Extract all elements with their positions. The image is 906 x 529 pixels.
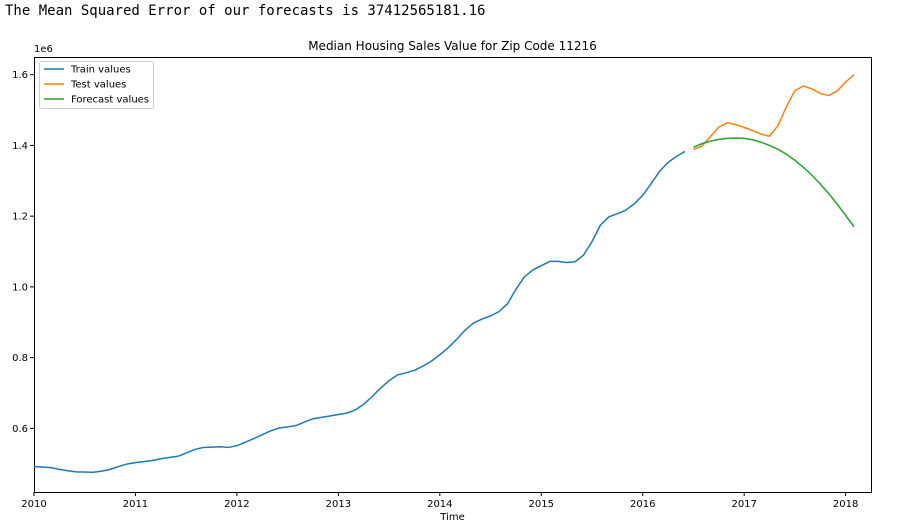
y-tick-label: 0.6 xyxy=(12,424,28,435)
x-tick-label: 2016 xyxy=(630,499,655,510)
legend-entry: Test values xyxy=(70,80,126,91)
series-line-test-values xyxy=(693,74,855,151)
plot-frame xyxy=(34,57,872,493)
x-tick-label: 2014 xyxy=(427,499,452,510)
x-axis-label: Time xyxy=(439,512,464,523)
series-line-forecast-values xyxy=(693,137,855,228)
x-tick-label: 2012 xyxy=(224,499,249,510)
series-layer xyxy=(33,74,855,473)
mse-output-text: The Mean Squared Error of our forecasts … xyxy=(5,3,486,19)
chart-title: Median Housing Sales Value for Zip Code … xyxy=(308,39,597,53)
legend-entry: Train values xyxy=(70,65,131,76)
y-tick-label: 0.8 xyxy=(12,353,28,364)
x-tick-label: 2011 xyxy=(123,499,148,510)
y-tick-label: 1.6 xyxy=(12,70,28,81)
y-tick-label: 1.0 xyxy=(12,282,28,293)
x-axis: 2010 2011 2012 2013 2014 2015 2016 2017 2018 xyxy=(21,492,858,510)
x-tick-label: 2013 xyxy=(326,499,351,510)
y-axis: 0.6 0.8 1.0 1.2 1.4 1.6 xyxy=(12,70,34,435)
y-tick-label: 1.2 xyxy=(12,212,28,223)
x-tick-label: 2018 xyxy=(833,499,858,510)
y-tick-label: 1.4 xyxy=(12,141,28,152)
legend-box xyxy=(39,61,154,109)
x-tick-label: 2017 xyxy=(731,499,756,510)
y-offset-label: 1e6 xyxy=(34,44,53,55)
series-line-train-values xyxy=(33,150,686,473)
x-tick-label: 2015 xyxy=(529,499,554,510)
legend-entry: Forecast values xyxy=(71,95,149,106)
x-tick-label: 2010 xyxy=(21,499,46,510)
legend: Train values Test values Forecast values xyxy=(39,61,154,109)
